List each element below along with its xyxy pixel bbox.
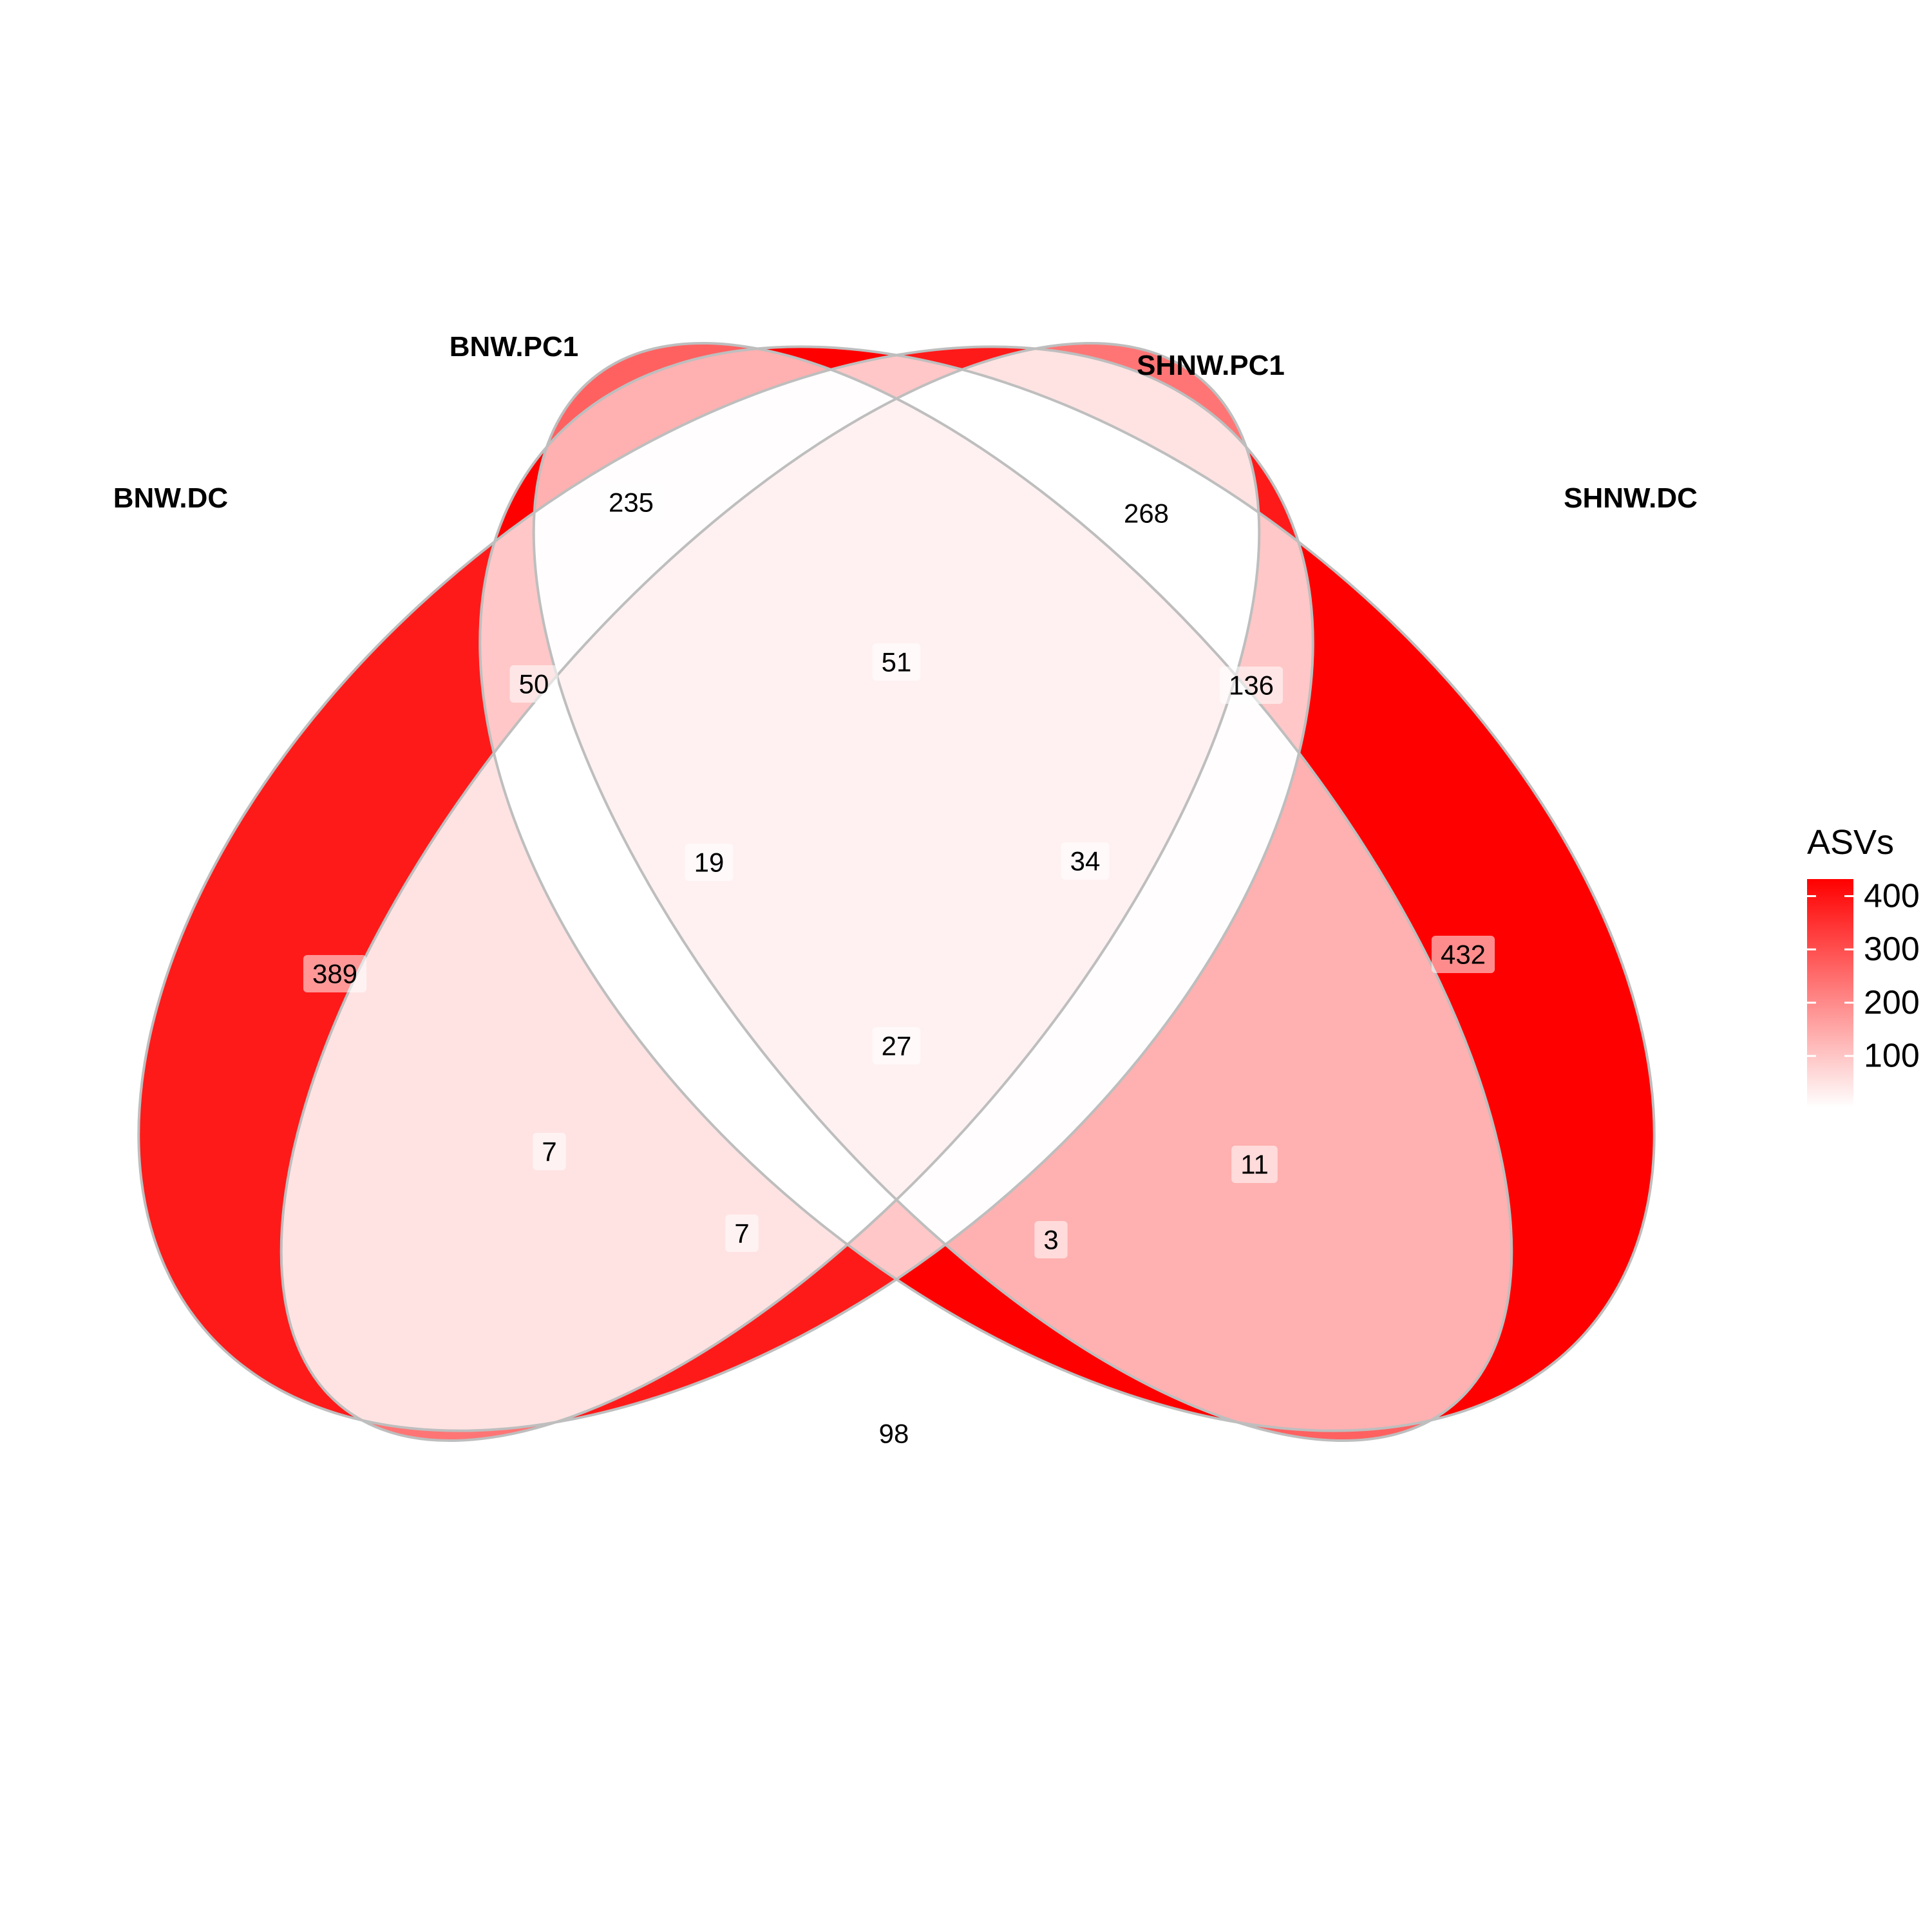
svg-text:50: 50 [519, 669, 549, 699]
set-label-bnw-dc: BNW.DC [113, 482, 228, 514]
legend-colorbar [1807, 879, 1853, 1108]
legend-ticks: 100 200 300 400 [1807, 877, 1920, 1075]
outline-BNW.DC [137, 345, 1314, 1432]
svg-text:27: 27 [882, 1031, 912, 1061]
set-labels: BNW.DC BNW.PC1 SHNW.PC1 SHNW.DC [113, 331, 1698, 514]
svg-text:98: 98 [879, 1419, 909, 1449]
count-label: 3 [1034, 1221, 1068, 1258]
svg-text:51: 51 [882, 647, 912, 677]
svg-text:389: 389 [312, 959, 357, 989]
svg-text:136: 136 [1229, 670, 1274, 701]
count-label: 235 [599, 484, 663, 521]
svg-text:7: 7 [542, 1137, 556, 1167]
count-label: 34 [1061, 842, 1110, 880]
count-label: 7 [533, 1133, 566, 1170]
svg-text:3: 3 [1043, 1225, 1058, 1255]
count-label: 7 [725, 1215, 759, 1252]
count-labels: 389 235 268 432 50 51 136 19 34 27 7 7 3… [303, 484, 1495, 1452]
legend-tick-label: 300 [1864, 931, 1920, 968]
legend-title: ASVs [1807, 823, 1894, 862]
region-fills [138, 343, 1654, 1441]
count-label: 268 [1114, 495, 1179, 532]
legend-tick-label: 200 [1864, 984, 1920, 1021]
svg-text:34: 34 [1070, 846, 1101, 876]
legend-tick-label: 400 [1864, 877, 1920, 914]
count-label: 27 [872, 1027, 921, 1065]
count-label: 19 [685, 844, 734, 881]
count-label: 98 [869, 1415, 918, 1452]
count-label: 11 [1231, 1146, 1278, 1183]
count-label: 50 [509, 665, 558, 703]
svg-text:19: 19 [694, 848, 724, 878]
count-label: 51 [872, 643, 921, 681]
svg-text:268: 268 [1124, 498, 1169, 529]
set-label-bnw-pc1: BNW.PC1 [450, 331, 578, 363]
svg-text:7: 7 [734, 1218, 749, 1249]
count-label: 136 [1219, 667, 1283, 704]
svg-text:432: 432 [1441, 940, 1486, 970]
set-label-shnw-dc: SHNW.DC [1564, 482, 1698, 514]
svg-text:11: 11 [1240, 1150, 1269, 1180]
count-label: 389 [303, 955, 367, 992]
set-label-shnw-pc1: SHNW.PC1 [1137, 350, 1285, 381]
legend-tick-label: 100 [1864, 1037, 1920, 1075]
outline-SHNW.DC [478, 345, 1656, 1432]
count-label: 432 [1431, 936, 1495, 973]
legend: ASVs 100 200 300 400 [1807, 823, 1920, 1108]
svg-text:235: 235 [609, 488, 654, 518]
